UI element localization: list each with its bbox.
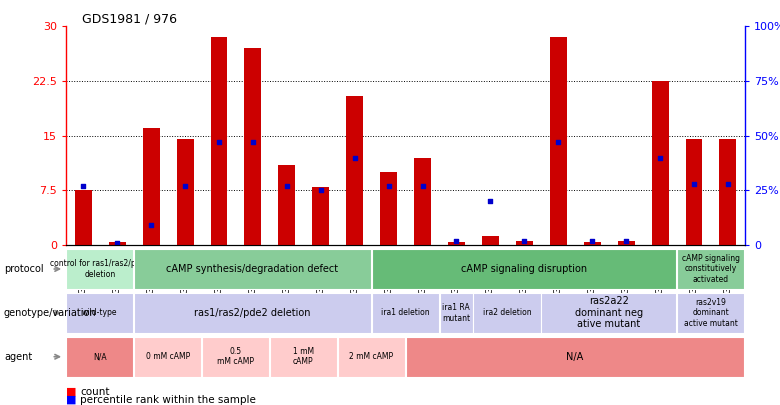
Point — [688, 181, 700, 187]
Bar — [211, 37, 228, 245]
Text: wild-type: wild-type — [82, 308, 118, 318]
Text: N/A: N/A — [93, 352, 107, 361]
Bar — [414, 158, 431, 245]
Point — [111, 240, 123, 246]
Text: count: count — [80, 387, 110, 396]
Text: N/A: N/A — [566, 352, 583, 362]
Bar — [176, 139, 193, 245]
Point — [620, 237, 633, 244]
Point — [552, 139, 565, 145]
Bar — [719, 139, 736, 245]
Text: agent: agent — [4, 352, 32, 362]
Bar — [380, 172, 397, 245]
Bar — [244, 48, 261, 245]
Text: ras2a22
dominant neg
ative mutant: ras2a22 dominant neg ative mutant — [575, 296, 643, 329]
Point — [314, 187, 327, 194]
Point — [484, 198, 497, 205]
Text: ras2v19
dominant
active mutant: ras2v19 dominant active mutant — [683, 298, 738, 328]
Point — [722, 181, 734, 187]
Bar — [312, 187, 329, 245]
Text: 2 mM cAMP: 2 mM cAMP — [349, 352, 393, 361]
Text: 1 mM
cAMP: 1 mM cAMP — [292, 347, 314, 367]
Bar — [143, 128, 160, 245]
Bar — [346, 96, 363, 245]
Point — [586, 237, 598, 244]
Text: ira1 RA
mutant: ira1 RA mutant — [442, 303, 470, 322]
Bar — [651, 81, 668, 245]
Bar — [583, 242, 601, 245]
Text: ■: ■ — [66, 387, 76, 396]
Text: cAMP signaling disruption: cAMP signaling disruption — [461, 264, 587, 274]
Text: ras1/ras2/pde2 deletion: ras1/ras2/pde2 deletion — [194, 308, 310, 318]
Text: genotype/variation: genotype/variation — [4, 308, 97, 318]
Text: 0.5
mM cAMP: 0.5 mM cAMP — [217, 347, 254, 367]
Point — [450, 237, 463, 244]
Bar — [448, 242, 465, 245]
Point — [382, 183, 395, 189]
Point — [654, 154, 666, 161]
Text: ■: ■ — [66, 395, 76, 405]
Point — [518, 237, 530, 244]
Point — [77, 183, 90, 189]
Point — [246, 139, 259, 145]
Text: GDS1981 / 976: GDS1981 / 976 — [82, 12, 177, 25]
Bar — [686, 139, 703, 245]
Text: cAMP signaling
constitutively
activated: cAMP signaling constitutively activated — [682, 254, 739, 284]
Text: 0 mM cAMP: 0 mM cAMP — [146, 352, 190, 361]
Bar — [482, 236, 499, 245]
Bar — [550, 37, 567, 245]
Bar — [618, 241, 635, 245]
Point — [281, 183, 293, 189]
Point — [213, 139, 225, 145]
Text: protocol: protocol — [4, 264, 44, 274]
Text: cAMP synthesis/degradation defect: cAMP synthesis/degradation defect — [166, 264, 339, 274]
Bar — [278, 165, 296, 245]
Text: control for ras1/ras2/pde2
deletion: control for ras1/ras2/pde2 deletion — [50, 259, 150, 279]
Text: percentile rank within the sample: percentile rank within the sample — [80, 395, 256, 405]
Point — [417, 183, 429, 189]
Text: ira1 deletion: ira1 deletion — [381, 308, 430, 318]
Bar — [516, 241, 533, 245]
Point — [179, 183, 191, 189]
Point — [349, 154, 361, 161]
Bar — [75, 190, 92, 245]
Bar — [108, 242, 126, 245]
Text: ira2 deletion: ira2 deletion — [483, 308, 531, 318]
Point — [145, 222, 158, 228]
